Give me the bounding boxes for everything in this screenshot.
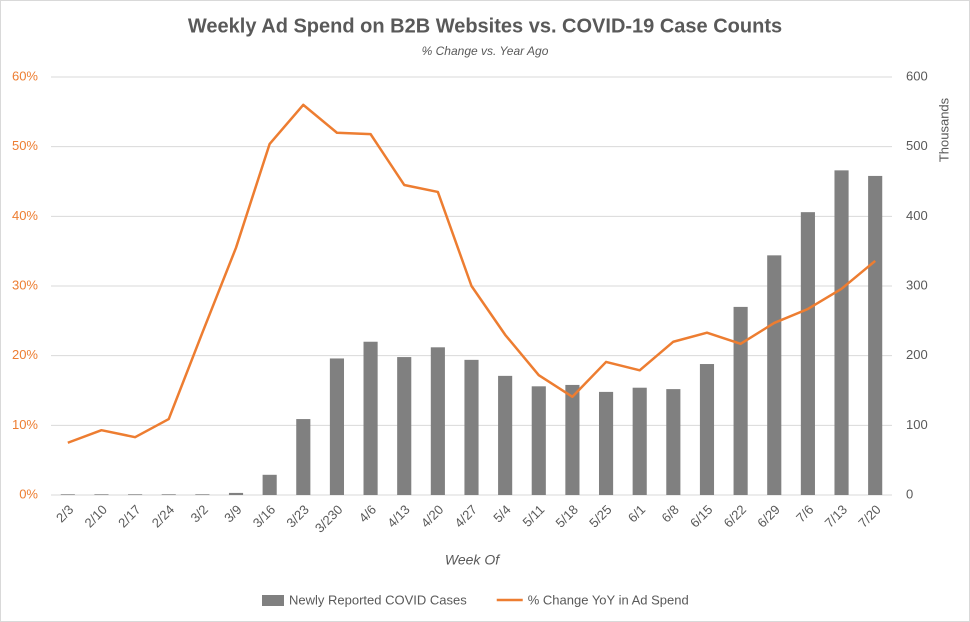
bar: [363, 341, 378, 495]
y2-tick-label: 0: [906, 486, 913, 501]
bar: [733, 306, 748, 495]
bar: [531, 386, 546, 495]
bar: [834, 170, 849, 495]
x-axis-label: Week Of: [445, 552, 501, 568]
legend-label: Newly Reported COVID Cases: [289, 592, 467, 607]
bar: [94, 494, 109, 495]
bar: [699, 364, 715, 495]
y-tick-label: 0%: [19, 486, 38, 501]
y-tick-label: 40%: [12, 208, 38, 223]
bar: [329, 358, 345, 495]
bar: [430, 347, 445, 495]
bar: [464, 359, 479, 495]
bar: [632, 387, 647, 495]
legend-swatch: [262, 595, 284, 606]
line: [67, 103, 876, 444]
bar: [60, 494, 75, 495]
bar: [195, 494, 210, 495]
y-tick-label: 60%: [12, 68, 38, 83]
y2-tick-label: 300: [906, 277, 928, 292]
bar: [767, 255, 782, 495]
legend-label: % Change YoY in Ad Spend: [528, 592, 689, 607]
y-tick-label: 20%: [12, 347, 38, 362]
y2-tick-label: 200: [906, 347, 928, 362]
y-tick-label: 30%: [12, 277, 38, 292]
bar: [397, 357, 412, 495]
y2-tick-label: 100: [906, 417, 928, 432]
bar: [128, 494, 143, 495]
y2-axis-label: Thousands: [936, 97, 951, 162]
bar: [498, 375, 513, 495]
chart-subtitle: % Change vs. Year Ago: [422, 44, 549, 58]
bar: [161, 494, 176, 495]
bar: [868, 175, 883, 495]
bar: [228, 492, 244, 495]
y-tick-label: 10%: [12, 417, 38, 432]
chart-title: Weekly Ad Spend on B2B Websites vs. COVI…: [188, 15, 782, 37]
bar: [565, 384, 580, 495]
y2-tick-label: 400: [906, 208, 928, 223]
bar: [262, 474, 277, 495]
bar: [666, 389, 681, 495]
bar: [800, 212, 815, 496]
bar: [598, 391, 614, 495]
y-tick-label: 50%: [12, 138, 38, 153]
y2-tick-label: 600: [906, 68, 928, 83]
y2-tick-label: 500: [906, 138, 928, 153]
bar: [296, 419, 311, 495]
